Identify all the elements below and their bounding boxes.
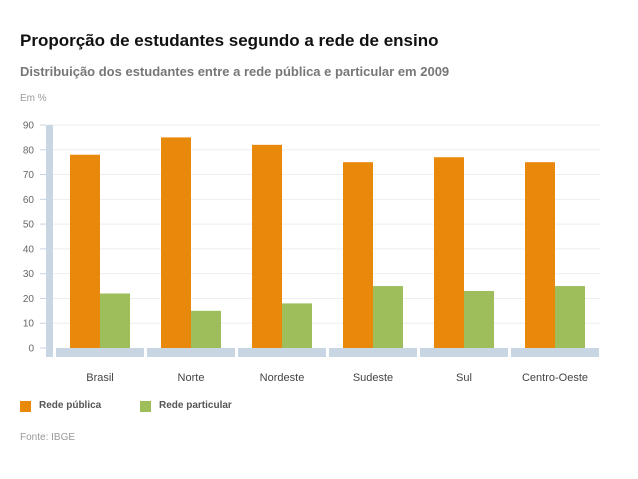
bar-rede-particular-nordeste: [282, 303, 312, 348]
y-tick-label-70: 70: [23, 170, 35, 181]
x-axis-segment-2: [238, 348, 326, 357]
legend-label-rede-particular: Rede particular: [159, 400, 232, 411]
y-tick-label-0: 0: [28, 344, 34, 355]
x-tick-label-sudeste: Sudeste: [353, 372, 393, 384]
y-tick-label-20: 20: [23, 294, 35, 305]
legend-label-rede-publica: Rede pública: [39, 400, 102, 411]
y-tick-label-10: 10: [23, 319, 35, 330]
y-axis-band: [46, 125, 53, 357]
bar-rede-publica-nordeste: [252, 144, 282, 348]
x-axis-segment-3: [329, 348, 417, 357]
x-axis-segment-1: [147, 348, 235, 357]
bar-rede-publica-sul: [434, 157, 464, 348]
y-tick-label-90: 90: [23, 121, 35, 132]
legend-swatch-rede-particular: [140, 401, 151, 412]
bar-rede-particular-norte: [191, 310, 221, 348]
x-tick-label-sul: Sul: [456, 372, 472, 384]
x-tick-label-centro-oeste: Centro-Oeste: [522, 372, 588, 384]
bar-rede-particular-sul: [464, 291, 494, 348]
x-tick-label-nordeste: Nordeste: [260, 372, 305, 384]
chart-title: Proporção de estudantes segundo a rede d…: [20, 31, 439, 50]
bar-rede-publica-sudeste: [343, 162, 373, 348]
source-note: Fonte: IBGE: [20, 432, 76, 443]
bar-rede-publica-brasil: [70, 154, 100, 348]
y-axis-unit: Em %: [20, 93, 47, 104]
bar-rede-particular-centro-oeste: [555, 286, 585, 348]
bar-rede-particular-brasil: [100, 293, 130, 348]
bar-rede-particular-sudeste: [373, 286, 403, 348]
y-tick-label-50: 50: [23, 220, 35, 231]
x-axis-segment-0: [56, 348, 144, 357]
y-tick-label-30: 30: [23, 269, 35, 280]
bar-rede-publica-centro-oeste: [525, 162, 555, 348]
x-axis-segment-5: [511, 348, 599, 357]
x-tick-label-norte: Norte: [178, 372, 205, 384]
chart-subtitle: Distribuição dos estudantes entre a rede…: [20, 64, 450, 79]
y-tick-label-80: 80: [23, 145, 35, 156]
y-tick-label-40: 40: [23, 244, 35, 255]
bar-rede-publica-norte: [161, 137, 191, 348]
x-axis-segment-4: [420, 348, 508, 357]
legend-swatch-rede-publica: [20, 401, 31, 412]
y-tick-label-60: 60: [23, 195, 35, 206]
x-tick-label-brasil: Brasil: [86, 372, 114, 384]
